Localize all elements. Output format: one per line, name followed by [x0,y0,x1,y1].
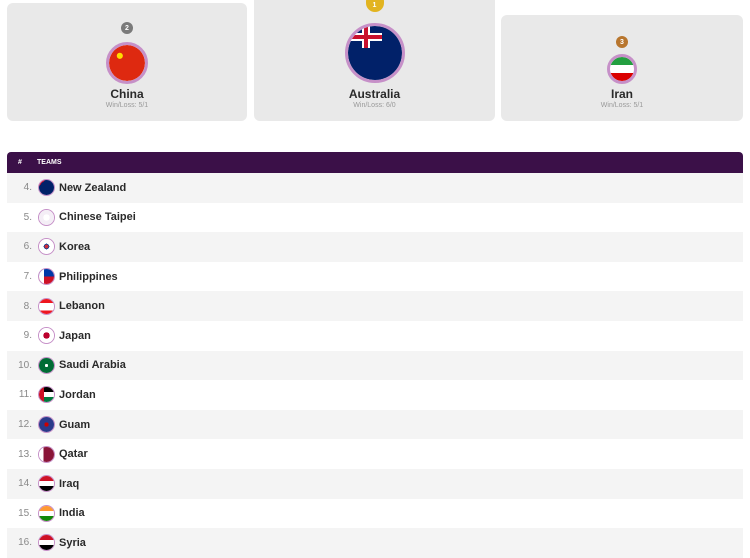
table-row[interactable]: 12. Guam [7,409,743,440]
gold-trophy-icon: 1 [365,0,384,12]
silver-medal-icon: 2 [121,22,133,34]
table-header: # TEAMS [7,152,743,173]
rank-column-header: # [18,159,22,166]
table-row[interactable]: 13. Qatar [7,439,743,469]
jordan-flag-icon [38,386,55,404]
rank: 4. [23,182,32,194]
table-row[interactable]: 15. India [7,498,743,529]
team-name: China [110,87,144,101]
standings-table: # TEAMS 4. New Zealand 5. Chinese Taipei 6. K… [7,152,743,558]
rank: 11. [18,389,32,401]
table-row[interactable]: 5. Chinese Taipei [7,202,743,233]
india-flag-icon [38,504,55,522]
rank: 13. [18,448,32,460]
chinese-taipei-flag-icon [38,208,55,226]
team-name[interactable]: Guam [59,418,91,431]
table-row[interactable]: 11. Jordan [7,380,743,410]
win-loss: Win/Loss: 6/0 [353,102,396,109]
japan-flag-icon [38,327,55,345]
table-row[interactable]: 7. Philippines [7,261,743,292]
podium-card-third[interactable]: 3 Iran Win/Loss: 5/1 [501,15,743,121]
team-name[interactable]: Philippines [59,270,118,283]
table-row[interactable]: 8. Lebanon [7,291,743,321]
podium-card-first[interactable]: 1 Australia Win/Loss: 6/0 [254,0,495,121]
table-row[interactable]: 14. Iraq [7,468,743,499]
rank: 9. [23,330,32,342]
table-row[interactable]: 9. Japan [7,320,743,351]
rank: 7. [23,271,32,283]
australia-flag-icon [344,23,405,83]
team-name[interactable]: Japan [59,329,91,342]
team-name[interactable]: Iraq [59,477,80,490]
rank: 15. [18,507,32,519]
rank: 8. [23,300,32,312]
rank: 14. [18,478,32,490]
qatar-flag-icon [38,445,55,463]
rank: 5. [23,211,32,223]
china-flag-icon [106,42,148,84]
saudi-arabia-flag-icon [38,356,55,374]
team-name[interactable]: Syria [59,536,86,549]
team-name[interactable]: Korea [59,240,91,253]
team-name: Iran [610,87,633,101]
table-row[interactable]: 16. Syria [7,528,743,558]
philippines-flag-icon [38,268,55,286]
teams-column-header: TEAMS [37,159,62,166]
bronze-medal-icon: 3 [616,36,628,48]
team-name[interactable]: Jordan [59,388,96,401]
rank: 6. [23,241,32,253]
lebanon-flag-icon [38,297,55,315]
win-loss: Win/Loss: 5/1 [105,102,149,109]
guam-flag-icon [38,416,55,434]
team-name[interactable]: Qatar [59,448,88,461]
iran-flag-icon [607,54,637,84]
team-name[interactable]: India [59,507,85,520]
team-name: Australia [348,87,401,101]
table-row[interactable]: 6. Korea [7,232,743,262]
rank: 10. [18,359,32,371]
rank: 16. [18,537,32,549]
team-name[interactable]: Chinese Taipei [59,211,136,224]
table-row[interactable]: 10. Saudi Arabia [7,350,743,381]
win-loss: Win/Loss: 5/1 [600,102,644,109]
new-zealand-flag-icon [38,179,55,197]
korea-flag-icon [38,238,55,256]
table-row[interactable]: 4. New Zealand [7,173,743,203]
podium-card-second[interactable]: 2 China Win/Loss: 5/1 [7,3,247,121]
rank: 12. [18,419,32,431]
team-name[interactable]: Saudi Arabia [59,359,126,372]
team-name[interactable]: New Zealand [59,181,127,194]
iraq-flag-icon [38,475,55,493]
team-name[interactable]: Lebanon [59,300,105,313]
